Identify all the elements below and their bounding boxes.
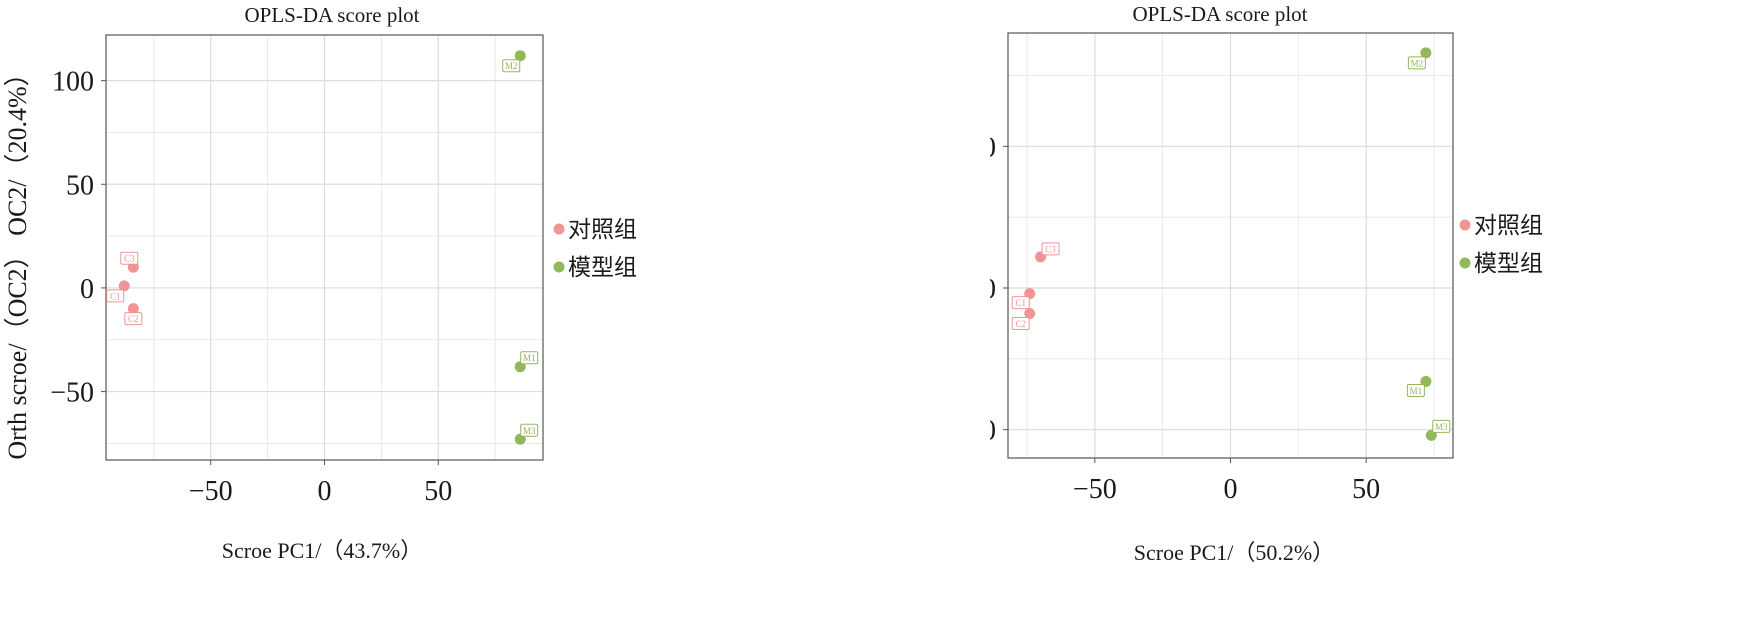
legend-label: 模型组 bbox=[1474, 251, 1543, 277]
y-tick-label: 0 bbox=[990, 274, 996, 305]
chart-svg-left: −50 0 50 −50 0 50 100 OPLS-DA score plot Scroe P… bbox=[3, 3, 637, 563]
legend-label: 对照组 bbox=[1474, 213, 1543, 239]
point-label: M2 bbox=[505, 61, 518, 71]
x-axis-label: Scroe PC1/（50.2%） bbox=[1134, 540, 1334, 565]
point-label: M1 bbox=[523, 353, 536, 363]
x-tick-label: 50 bbox=[424, 476, 452, 507]
opls-da-score-plot-left: −50 0 50 −50 0 50 100 OPLS-DA score plot Scroe P… bbox=[0, 0, 760, 633]
x-tick-label: −50 bbox=[189, 476, 233, 507]
point-label: C3 bbox=[1045, 244, 1056, 254]
y-axis-label: Orth scroe/（OC2） OC2/（20.4%） bbox=[3, 60, 32, 459]
chart-title: OPLS-DA score plot bbox=[245, 3, 420, 27]
point-label: C1 bbox=[1015, 298, 1026, 308]
point-label: C2 bbox=[128, 314, 139, 324]
point-label-box bbox=[520, 351, 539, 365]
point-label: M3 bbox=[1435, 422, 1448, 432]
y-tick-label: 0 bbox=[80, 274, 94, 305]
point-label-box bbox=[520, 423, 539, 437]
legend-marker bbox=[1459, 219, 1471, 231]
point-label-box bbox=[1407, 56, 1426, 70]
legend-label: 对照组 bbox=[568, 217, 637, 243]
point-label-box bbox=[1011, 296, 1030, 310]
data-point-c2 bbox=[1024, 308, 1036, 319]
legend-marker bbox=[1459, 257, 1471, 269]
x-tick-label: 0 bbox=[318, 476, 332, 507]
point-label-box bbox=[1406, 384, 1425, 397]
point-label-box bbox=[106, 289, 125, 303]
data-point-m2 bbox=[514, 50, 526, 62]
x-tick-label: 50 bbox=[1352, 474, 1380, 505]
point-label-box bbox=[1041, 242, 1060, 256]
x-axis-label: Scroe PC1/（43.7%） bbox=[222, 538, 422, 563]
y-tick-label: 50 bbox=[66, 170, 94, 201]
point-label: C1 bbox=[110, 291, 121, 301]
legend-marker bbox=[553, 223, 565, 235]
point-label: M2 bbox=[1411, 58, 1424, 68]
point-label-box bbox=[1432, 419, 1451, 433]
point-label-box bbox=[124, 312, 143, 326]
point-label-box bbox=[502, 59, 521, 73]
data-point-c1 bbox=[118, 280, 130, 292]
y-tick-label: −50 bbox=[50, 378, 94, 409]
opls-da-score-plot-right: −50 0 50 −50 0 50 OPLS-DA score plot Scroe PC1/… bbox=[894, 0, 1751, 633]
point-label-box bbox=[120, 251, 139, 265]
legend-label: 模型组 bbox=[568, 255, 637, 281]
data-point-m2 bbox=[1420, 47, 1432, 59]
y-tick-label: −50 bbox=[990, 416, 996, 447]
y-tick-label: 100 bbox=[52, 67, 94, 98]
point-label: C2 bbox=[1015, 319, 1026, 329]
chart-title: OPLS-DA score plot bbox=[1133, 2, 1308, 26]
x-tick-label: 0 bbox=[1224, 474, 1238, 505]
x-tick-label: −50 bbox=[1073, 474, 1117, 505]
point-label-box bbox=[1011, 317, 1030, 330]
legend-marker bbox=[553, 261, 565, 273]
point-label: C3 bbox=[124, 254, 135, 264]
y-tick-label: 50 bbox=[990, 132, 996, 163]
data-point-c2 bbox=[127, 303, 139, 315]
chart-svg-right: −50 0 50 −50 0 50 OPLS-DA score plot Scroe PC1/… bbox=[894, 2, 1543, 565]
point-label: M1 bbox=[1410, 386, 1423, 396]
point-label: M3 bbox=[523, 426, 536, 436]
